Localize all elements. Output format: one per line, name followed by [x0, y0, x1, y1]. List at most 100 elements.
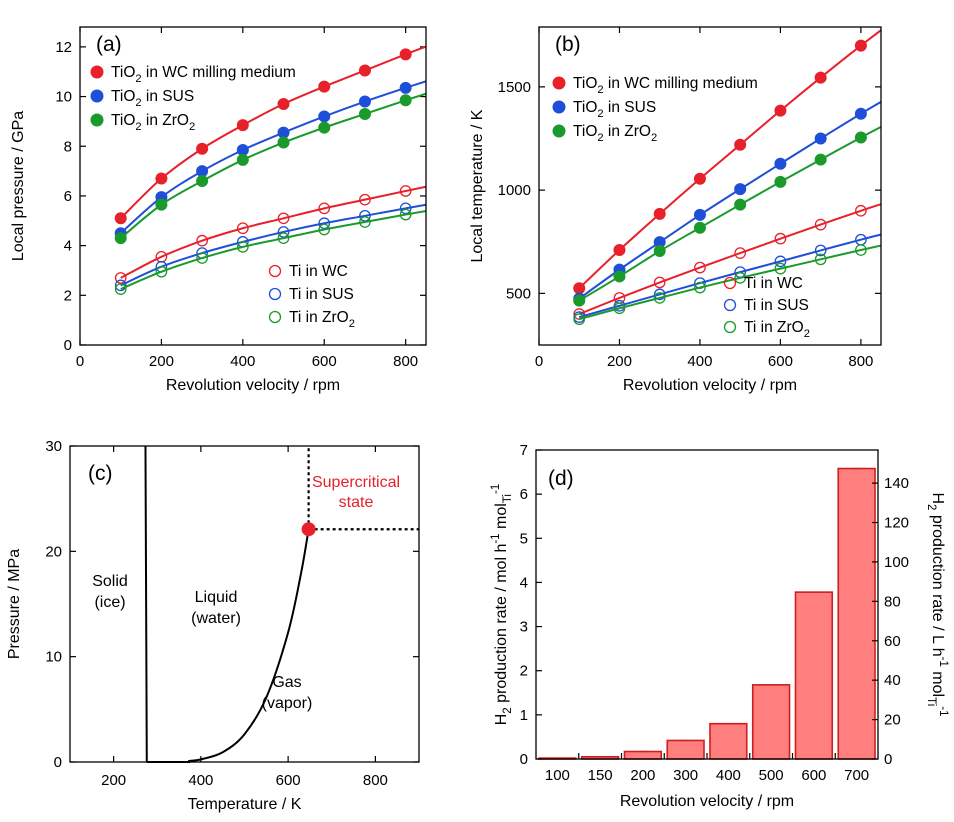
y2-tick-label-part: 120: [884, 515, 909, 532]
y-tick-label-part: 0: [520, 751, 528, 768]
data-point: [236, 143, 249, 156]
y-tick-label: 4: [520, 574, 528, 591]
y2-tick-label: 60: [884, 633, 901, 650]
legend-entry: TiO2 in WC milling medium: [111, 64, 296, 85]
data-point: [236, 222, 249, 235]
data-point: [114, 212, 127, 225]
region-supercritical-label: Supercritical: [312, 474, 400, 491]
data-point: [613, 244, 626, 257]
data-point: [693, 221, 706, 234]
x-tick-label-part: 600: [312, 353, 337, 370]
y-axis-title: Local temperature / K: [469, 109, 486, 262]
y-tick-label-part: 1: [520, 707, 528, 724]
x-tick-label-part: 600: [801, 767, 826, 784]
y-tick-label-part: 2: [64, 287, 72, 304]
x-axis-title-part: Revolution velocity / rpm: [623, 377, 797, 394]
y-tick-label: 20: [45, 543, 62, 560]
data-point: [359, 193, 371, 206]
y-tick-label-part: 0: [64, 337, 72, 354]
panel-label: (b): [555, 33, 581, 56]
region-solid-sub: (ice): [94, 594, 125, 611]
legend-entry-part: TiO: [573, 123, 597, 140]
data-point: [196, 252, 208, 264]
x-tick-label-part: 800: [848, 353, 873, 370]
x-tick-label-part: 400: [188, 772, 213, 789]
data-point: [277, 126, 290, 139]
data-point: [573, 313, 586, 326]
bar-300: [666, 739, 705, 760]
data-point: [653, 288, 666, 301]
x-tick-label-part: 400: [687, 353, 712, 370]
data-point: [774, 175, 787, 188]
legend-entry: Ti in ZrO2: [744, 319, 810, 340]
x-tick-label-part: 700: [844, 767, 869, 784]
legend-entry-part: Ti in SUS: [289, 286, 354, 303]
data-point: [277, 98, 290, 111]
fit-line-4: [578, 203, 882, 315]
data-point: [236, 119, 249, 132]
data-point: [236, 241, 249, 253]
region-gas-sub: (vapor): [262, 695, 313, 712]
legend-entry-part: Ti in WC: [744, 275, 803, 292]
panel-label-part: (d): [548, 467, 574, 490]
y-tick-label: 12: [55, 39, 72, 56]
x-axis-title: Revolution velocity / rpm: [623, 377, 797, 394]
data-point: [358, 95, 371, 108]
y-tick-label: 0: [520, 751, 528, 768]
y2-axis-title-part: production rate / L h: [929, 510, 946, 656]
data-point: [774, 262, 787, 275]
data-point: [196, 142, 209, 155]
legend-entry-part: 2: [597, 108, 603, 120]
legend-entry-part: in SUS: [142, 88, 195, 105]
y-axis-title-part: Pressure / MPa: [6, 549, 23, 659]
y-tick-label-part: 5: [520, 530, 528, 547]
y2-tick-label: 80: [884, 593, 901, 610]
legend-marker: [723, 320, 737, 334]
y2-tick-label: 120: [884, 515, 909, 532]
region-solid-label-part: Solid: [92, 573, 128, 590]
bar-500: [751, 684, 791, 760]
y-axis-title: Pressure / MPa: [6, 549, 23, 659]
y2-tick-label-part: 20: [884, 712, 901, 729]
data-point: [196, 165, 209, 178]
x-tick-label: 200: [101, 772, 126, 789]
legend-entry: TiO2 in ZrO2: [111, 112, 195, 133]
x-tick-label: 0: [535, 353, 543, 370]
data-point: [854, 39, 867, 52]
data-point: [734, 247, 747, 259]
y-axis-title-part: mol: [493, 503, 510, 533]
x-tick-label: 500: [759, 767, 784, 784]
legend-entry-part: Ti in ZrO: [744, 319, 804, 336]
y-tick-label: 2: [520, 663, 528, 680]
x-tick-label-part: 600: [768, 353, 793, 370]
y-axis-title-part: Local temperature / K: [469, 109, 486, 262]
panel-label: (d): [548, 467, 574, 490]
data-point: [613, 270, 626, 283]
x-axis-title-part: Revolution velocity / rpm: [620, 793, 794, 810]
legend-entry-part: TiO: [111, 64, 135, 81]
y-tick-label: 6: [64, 188, 72, 205]
legend-entry-part: 2: [189, 121, 195, 133]
region-gas-label: Gas: [272, 674, 301, 691]
y-tick-label-part: 0: [54, 754, 62, 771]
y2-axis-title: H2 production rate / L h-1 molTi-1: [925, 492, 949, 716]
legend-entry-part: TiO: [573, 99, 597, 116]
data-point: [277, 212, 290, 225]
legend-marker: [552, 124, 566, 138]
x-tick-label: 700: [844, 767, 869, 784]
data-point: [114, 283, 127, 295]
x-tick-label: 400: [687, 353, 712, 370]
vapor-curve: [146, 529, 310, 763]
data-point: [774, 104, 787, 117]
data-point: [855, 244, 867, 256]
data-point: [814, 253, 827, 266]
data-point: [196, 175, 209, 188]
bar-200: [623, 750, 663, 760]
data-point: [694, 281, 706, 294]
data-point: [114, 279, 127, 292]
x-tick-label: 400: [230, 353, 255, 370]
region-liquid-label: Liquid: [195, 589, 238, 606]
x-tick-label: 600: [768, 353, 793, 370]
legend-entry-part: 2: [135, 121, 141, 133]
